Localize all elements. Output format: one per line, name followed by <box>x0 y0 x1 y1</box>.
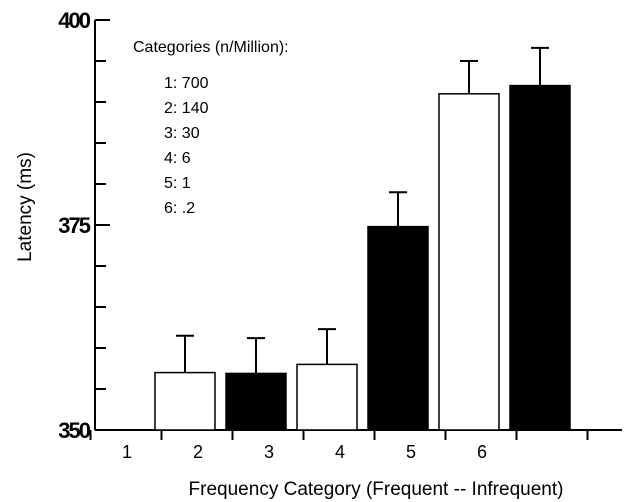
bar-1 <box>154 371 216 431</box>
y-ticks: 350 375 400 <box>58 8 110 443</box>
legend-item: 3: 30 <box>164 125 200 142</box>
legend-item: 2: 140 <box>164 100 209 117</box>
y-tick-label: 400 <box>58 8 90 33</box>
y-axis-title: Latency (ms) <box>15 152 36 262</box>
x-tick-label: 2 <box>193 442 203 462</box>
x-tick-label: 5 <box>406 442 416 462</box>
y-tick-label: 350 <box>58 418 90 443</box>
legend: Categories (n/Million): 1: 700 2: 140 3: 3… <box>133 39 289 217</box>
bar-2 <box>225 372 287 431</box>
bar-6 <box>509 84 571 431</box>
legend-item: 4: 6 <box>164 150 191 167</box>
bars <box>154 84 571 431</box>
bar-5 <box>438 93 500 431</box>
legend-item: 1: 700 <box>164 75 209 92</box>
x-tick-label: 6 <box>477 442 487 462</box>
x-tick-label: 4 <box>335 442 345 462</box>
x-tick-label: 1 <box>122 442 132 462</box>
legend-title: Categories (n/Million): <box>133 39 289 56</box>
x-tick-label: 3 <box>264 442 274 462</box>
y-tick-label: 375 <box>58 213 90 238</box>
x-axis-title: Frequency Category (Frequent -- Infreque… <box>189 479 564 500</box>
bar-3 <box>296 363 358 431</box>
error-bars <box>176 46 549 374</box>
legend-item: 5: 1 <box>164 175 191 192</box>
bar-4 <box>367 225 429 431</box>
legend-item: 6: .2 <box>164 200 195 217</box>
x-ticks: 1 2 3 4 5 6 <box>89 430 589 462</box>
